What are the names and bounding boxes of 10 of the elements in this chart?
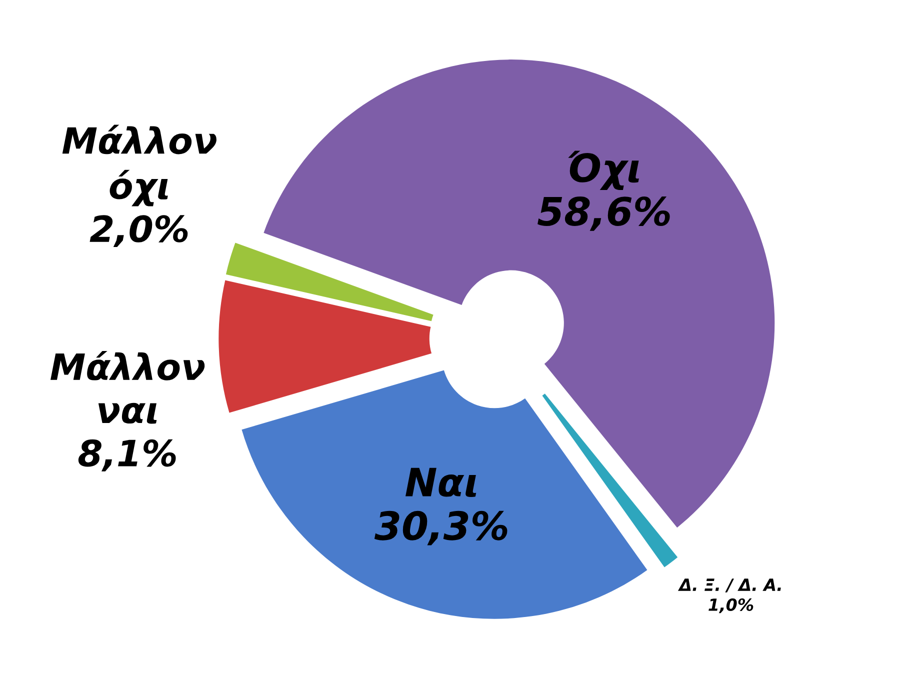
slice-label: Μάλλον ναι <box>50 350 205 424</box>
slice-label: Όχι <box>568 150 639 190</box>
data-label: 8,1% <box>78 439 176 472</box>
slice-label: Δ. Ξ. / Δ. Α. <box>678 578 781 592</box>
data-label: 1,0% <box>708 598 754 614</box>
slice-label: Ναι <box>406 468 476 497</box>
data-label: 2,0% <box>90 215 188 248</box>
slice-label: Μάλλον όχι <box>62 124 216 206</box>
data-label: 58,6% <box>538 196 670 231</box>
data-label: 30,3% <box>374 510 508 546</box>
